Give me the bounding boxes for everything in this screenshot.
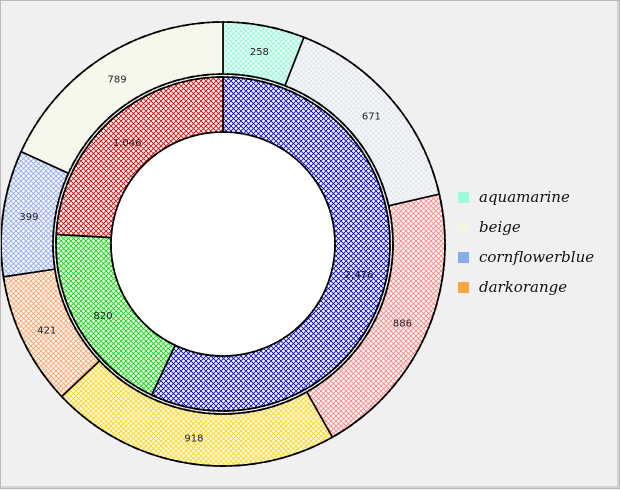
- inner-slice-label-1: 820: [94, 311, 113, 322]
- outer-ring-inner-border: [52, 73, 394, 415]
- legend-label-beige: beige: [479, 218, 521, 236]
- outer-slice-label-0: 258: [250, 47, 269, 58]
- legend-swatch-cornflowerblue: [458, 252, 469, 263]
- outer-slice-label-1: 671: [362, 111, 381, 122]
- legend-swatch-aquamarine: [458, 192, 469, 203]
- inner-slice-label-2: 1,046: [113, 138, 142, 149]
- inner-ring-inner-border: [110, 131, 336, 357]
- legend-label-cornflowerblue: cornflowerblue: [479, 248, 594, 266]
- outer-ring-border: [1, 21, 446, 467]
- legend-swatch-darkorange: [458, 282, 469, 293]
- inner-slice-label-0: 2,476: [345, 270, 374, 281]
- legend-label-aquamarine: aquamarine: [479, 188, 570, 206]
- outer-slice-label-4: 421: [37, 325, 56, 336]
- outer-slice-label-6: 789: [108, 75, 127, 86]
- donut-hole: [112, 133, 334, 355]
- outer-slice-label-2: 886: [393, 318, 412, 329]
- legend-swatch-beige: [458, 222, 469, 233]
- outer-slice-label-3: 918: [184, 433, 203, 444]
- outer-slice-label-5: 399: [19, 212, 38, 223]
- legend-label-darkorange: darkorange: [479, 278, 567, 296]
- inner-ring-outer-border: [55, 76, 391, 412]
- slice-labels: 258 671 886 918 421 399 789 2,476 820 1,046: [19, 47, 412, 444]
- ring-borders: [1, 21, 446, 467]
- legend: aquamarine beige cornflowerblue darkorange: [458, 188, 594, 296]
